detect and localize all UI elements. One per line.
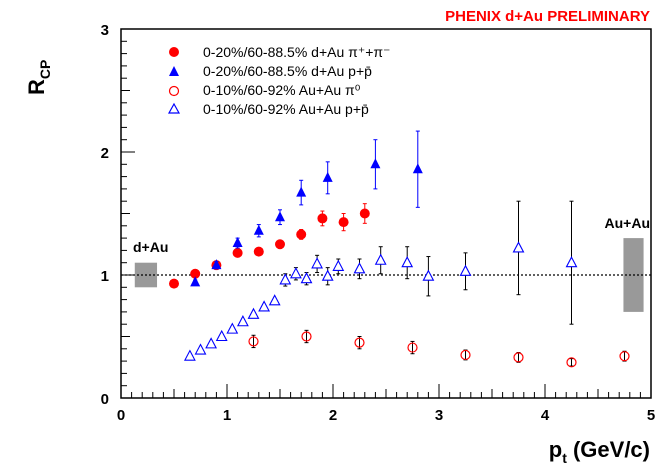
axis-ticks [120, 28, 652, 399]
x-tick-label: 5 [647, 407, 655, 424]
data-point-series-2 [619, 351, 630, 362]
data-point-series-1 [322, 171, 333, 182]
data-point-series-3 [226, 322, 239, 334]
data-point-series-3 [247, 307, 260, 319]
data-point-series-3 [565, 256, 578, 268]
data-point-series-1 [412, 163, 423, 174]
data-point-series-2 [248, 336, 259, 347]
x-tick-label: 3 [435, 407, 443, 424]
data-point-series-1 [370, 158, 381, 169]
x-axis-title-rest: (GeV/c) [567, 437, 650, 462]
axis-tick-labels: 0 1 2 3 4 5 0 1 2 3 [101, 22, 656, 424]
legend-label-dau-pion: 0-20%/60-88.5% d+Au π⁺+π⁻ [203, 44, 390, 60]
data-point-series-0 [296, 229, 307, 240]
y-tick-label: 1 [101, 268, 109, 285]
y-tick-label: 0 [101, 391, 109, 408]
legend: 0-20%/60-88.5% d+Au π⁺+π⁻ 0-20%/60-88.5%… [167, 44, 390, 117]
data-point-series-3 [300, 272, 313, 284]
legend-marker-auau-pion [168, 85, 180, 97]
data-point-series-3 [258, 300, 271, 312]
data-point-series-0 [232, 247, 243, 258]
data-point-series-1 [232, 237, 243, 248]
data-point-series-2 [301, 331, 312, 342]
data-point-series-3 [512, 241, 525, 253]
data-point-series-0 [190, 268, 201, 279]
x-tick-label: 4 [541, 407, 550, 424]
legend-marker-dau-pion [169, 47, 179, 57]
data-point-series-0 [317, 213, 328, 224]
data-point-series-1 [253, 224, 264, 235]
data-point-series-0 [253, 246, 264, 257]
x-axis-title: pt (GeV/c) [549, 437, 650, 466]
data-point-series-3 [279, 273, 292, 285]
data-point-series-3 [332, 259, 345, 271]
data-point-series-3 [459, 264, 472, 276]
data-point-series-3 [236, 315, 249, 327]
x-tick-label: 1 [223, 407, 231, 424]
data-point-series-1 [211, 259, 222, 270]
annotation-auau: Au+Au [605, 215, 651, 231]
data-point-series-3 [401, 256, 414, 268]
data-point-series-3 [311, 257, 324, 269]
x-tick-label: 2 [329, 407, 337, 424]
legend-label-auau-pion: 0-10%/60-92% Au+Au π⁰ [203, 82, 361, 98]
legend-label-dau-proton: 0-20%/60-88.5% d+Au p+p̄ [203, 63, 372, 79]
data-point-series-3 [194, 343, 207, 355]
x-tick-label: 0 [117, 407, 125, 424]
annotation-dau: d+Au [133, 239, 168, 255]
data-point-series-3 [205, 337, 218, 349]
data-point-series-0 [359, 208, 370, 219]
y-axis-title: RCP [24, 60, 53, 95]
data-point-series-0 [275, 239, 285, 250]
data-point-series-3 [289, 267, 302, 279]
data-point-series-2 [460, 349, 471, 361]
data-markers [169, 130, 630, 368]
data-point-series-3 [215, 329, 228, 342]
data-point-series-2 [407, 342, 418, 353]
legend-marker-dau-proton [169, 66, 179, 76]
data-point-series-0 [169, 278, 179, 289]
data-point-series-2 [513, 352, 524, 363]
data-point-series-3 [321, 269, 334, 281]
data-point-series-3 [183, 349, 196, 361]
data-point-series-3 [422, 269, 435, 281]
data-point-series-3 [268, 294, 281, 306]
data-point-series-3 [374, 253, 387, 265]
legend-label-auau-proton: 0-10%/60-92% Au+Au p+p̄ [203, 101, 369, 117]
data-point-series-0 [338, 217, 349, 228]
y-tick-label: 3 [101, 22, 109, 39]
data-point-series-1 [296, 186, 307, 197]
legend-marker-auau-proton [167, 102, 181, 114]
x-axis-title-sub: t [562, 450, 567, 466]
chart-banner: PHENIX d+Au PRELIMINARY [445, 8, 650, 25]
data-point-series-3 [353, 262, 366, 274]
y-axis-title-main: R [24, 79, 49, 95]
data-point-series-1 [275, 211, 285, 222]
data-point-series-2 [354, 337, 365, 348]
y-axis-title-sub: CP [37, 60, 53, 79]
data-point-series-2 [566, 357, 577, 368]
y-tick-label: 2 [101, 145, 109, 162]
x-axis-title-main: p [549, 437, 562, 462]
data-point-series-1 [190, 276, 201, 287]
